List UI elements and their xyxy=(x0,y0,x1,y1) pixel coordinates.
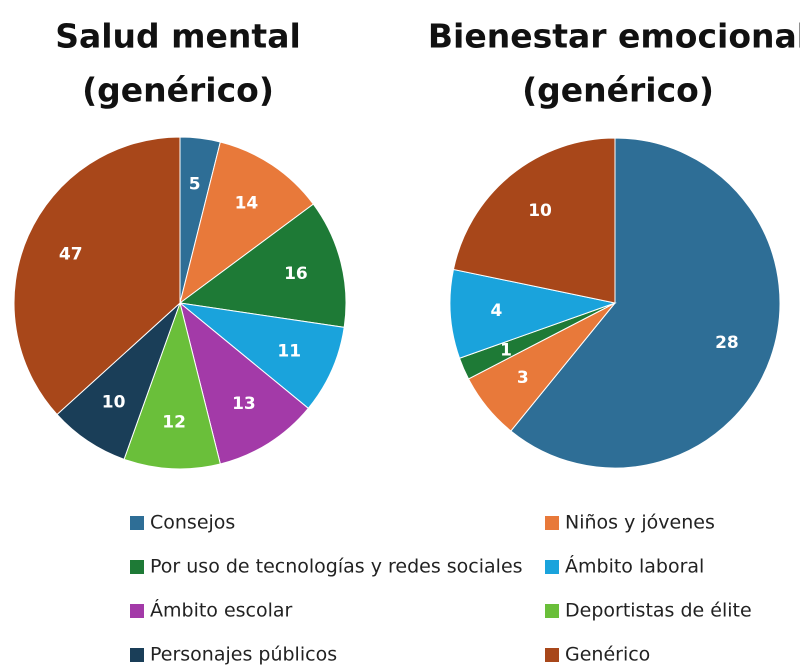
pie-slice xyxy=(13,136,181,416)
pie-slice xyxy=(178,203,347,328)
legend-label: Consejos xyxy=(150,512,235,534)
chart-title: (genérico) xyxy=(522,71,714,110)
data-label: 10 xyxy=(528,201,552,221)
legend-label: Por uso de tecnologías y redes sociales xyxy=(150,556,523,578)
data-label: 16 xyxy=(284,264,308,284)
pie-slice xyxy=(452,137,616,304)
legend-label: Ámbito escolar xyxy=(150,599,293,622)
legend-label: Ámbito laboral xyxy=(565,555,704,578)
legend-swatch xyxy=(545,516,559,530)
data-label: 12 xyxy=(162,412,186,432)
pie-slice xyxy=(179,141,315,305)
data-label: 3 xyxy=(517,368,529,388)
chart-title: Salud mental xyxy=(55,17,301,56)
legend-swatch xyxy=(130,604,144,618)
pie-slice xyxy=(123,301,221,470)
pie-slice xyxy=(179,301,310,465)
chart-title: Bienestar emocional xyxy=(428,17,800,56)
pie-slice xyxy=(449,268,617,359)
legend-label: Personajes públicos xyxy=(150,644,337,666)
data-label: 14 xyxy=(235,194,259,214)
data-label: 11 xyxy=(277,341,301,361)
legend-label: Deportistas de élite xyxy=(565,600,752,622)
data-label: 1 xyxy=(500,340,512,360)
legend-swatch xyxy=(545,604,559,618)
legend-swatch xyxy=(130,516,144,530)
pie-slice xyxy=(178,302,345,410)
legend-swatch xyxy=(545,560,559,574)
data-label: 13 xyxy=(232,394,256,414)
data-label: 4 xyxy=(491,301,503,321)
data-label: 10 xyxy=(102,392,126,412)
legend-swatch xyxy=(130,648,144,662)
legend-label: Genérico xyxy=(565,644,650,666)
legend-swatch xyxy=(545,648,559,662)
legend-label: Niños y jóvenes xyxy=(565,512,715,534)
chart-title: (genérico) xyxy=(82,71,274,110)
legend-swatch xyxy=(130,560,144,574)
data-label: 5 xyxy=(189,174,201,194)
data-label: 47 xyxy=(59,245,83,265)
pie-slice xyxy=(510,137,781,469)
data-label: 28 xyxy=(715,333,739,353)
